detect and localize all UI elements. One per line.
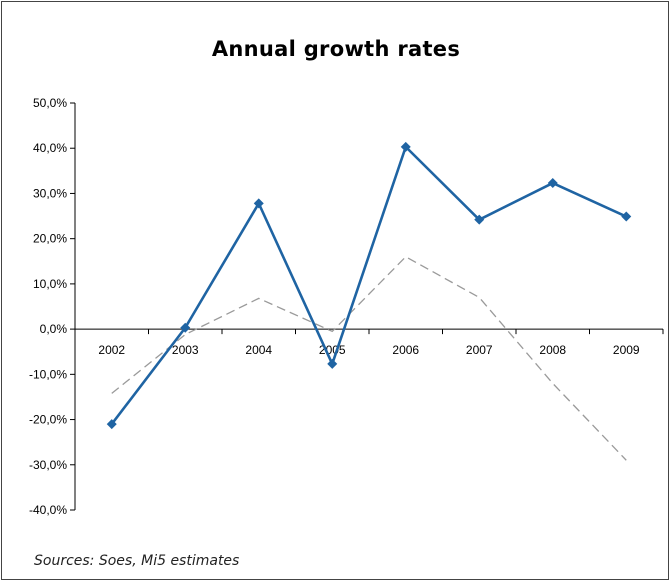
- x-tick-label: 2007: [466, 343, 493, 357]
- y-tick-label: -30,0%: [29, 458, 67, 472]
- series-line-solid: [110, 145, 627, 425]
- data-point-marker: [547, 178, 558, 189]
- x-tick-label: 2004: [245, 343, 272, 357]
- data-point-marker: [400, 141, 411, 152]
- data-point-marker: [327, 358, 338, 369]
- x-axis: 2002 2003 2004 2005 2006 2007 2008 2009: [74, 328, 664, 357]
- data-point-marker: [474, 214, 485, 225]
- y-axis: -40,0% -30,0% -20,0% -10,0% 0,0% 10,0% 20,0% 30…: [29, 96, 76, 517]
- chart-title: Annual growth rates: [211, 37, 461, 61]
- x-tick-label: 2003: [172, 343, 199, 357]
- data-point-marker: [180, 322, 191, 333]
- x-tick-label: 2009: [613, 343, 640, 357]
- x-tick-label: 2006: [392, 343, 419, 357]
- y-tick-label: -40,0%: [29, 503, 67, 517]
- y-tick-label: 10,0%: [33, 277, 67, 291]
- y-tick-label: 40,0%: [33, 141, 67, 155]
- y-tick-label: 20,0%: [33, 232, 67, 246]
- x-tick-label: 2002: [98, 343, 125, 357]
- data-point-marker: [253, 198, 264, 209]
- y-tick-label: -10,0%: [29, 367, 67, 381]
- series-layer: [106, 141, 632, 461]
- data-point-marker: [106, 419, 117, 430]
- x-tick-label: 2008: [539, 343, 566, 357]
- y-tick-label: -20,0%: [29, 413, 67, 427]
- source-note: Sources: Soes, Mi5 estimates: [34, 553, 240, 569]
- y-tick-label: 30,0%: [33, 186, 67, 200]
- y-tick-label: 50,0%: [33, 96, 67, 110]
- data-point-marker: [621, 211, 632, 222]
- series-line-dashed: [111, 255, 627, 461]
- y-tick-label: 0,0%: [40, 322, 68, 336]
